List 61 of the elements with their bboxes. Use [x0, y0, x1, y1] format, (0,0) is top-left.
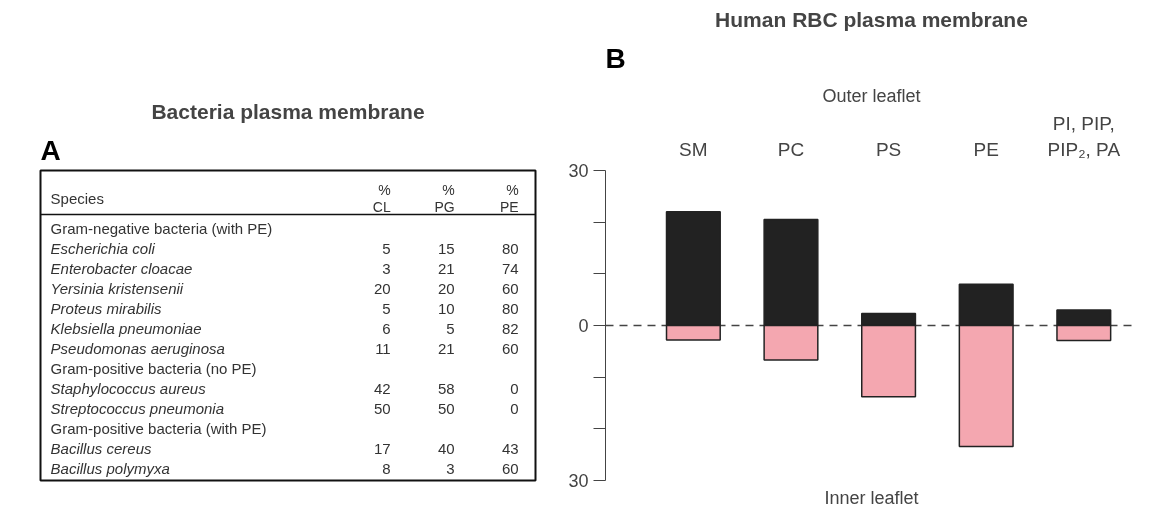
x-tick-label: PS: [875, 138, 902, 160]
y-tick-label: Escherichia coli: [50, 240, 156, 257]
x-tick-label: PC: [777, 138, 805, 160]
x-tick-label: PE: [973, 138, 999, 160]
y-tick-label: Proteus mirabilis: [50, 300, 162, 317]
data-label: 60: [501, 459, 519, 477]
data-label: 3: [446, 459, 455, 477]
data-label: 6: [382, 319, 391, 337]
x-tick-label: % PG: [434, 181, 455, 216]
data-label: 80: [501, 299, 519, 317]
text: A: [40, 134, 61, 166]
data-label: 0: [510, 399, 519, 417]
y-tick-label: Pseudomonas aeruginosa: [50, 340, 225, 357]
x-tick-label: SM: [679, 138, 708, 160]
data-label: 60: [501, 339, 519, 357]
y-tick-label: Staphylococcus aureus: [50, 380, 207, 397]
y-tick-label: Klebsiella pneumoniae: [50, 320, 202, 337]
data-label: 8: [382, 459, 391, 477]
data-label: 43: [501, 439, 519, 457]
y-tick-label: Gram-positive bacteria (no PE): [50, 360, 257, 377]
y-tick-label: Yersinia kristensenii: [50, 280, 184, 297]
text: B: [605, 42, 626, 74]
data-label: 42: [374, 379, 391, 397]
x-tick-label: PI, PIP, PIP₂, PA: [1047, 113, 1121, 160]
data-label: 58: [438, 379, 455, 397]
data-label: 50: [438, 399, 455, 417]
y-tick-label: 0: [578, 316, 589, 336]
y-tick-label: Enterobacter cloacae: [50, 260, 193, 277]
y-tick-label: 30: [568, 471, 589, 491]
y-tick-label: Gram-positive bacteria (with PE): [50, 420, 267, 437]
data-label: 10: [438, 299, 455, 317]
data-label: 17: [374, 439, 391, 457]
x-tick-label: % CL: [372, 181, 391, 216]
y-tick-label: Bacillus cereus: [50, 440, 152, 457]
data-label: 74: [501, 259, 519, 277]
text: Inner leaflet: [824, 487, 919, 508]
data-label: 5: [382, 239, 391, 257]
data-label: 80: [501, 239, 519, 257]
data-label: 0: [510, 379, 519, 397]
data-label: 20: [374, 279, 391, 297]
data-label: 15: [438, 239, 455, 257]
data-label: 82: [501, 319, 519, 337]
y-tick-label: Gram-negative bacteria (with PE): [50, 220, 273, 237]
data-label: 11: [375, 339, 391, 357]
data-label: 50: [374, 399, 391, 417]
data-label: 40: [438, 439, 455, 457]
chart-title: Bacteria plasma membrane: [151, 99, 425, 123]
data-label: 20: [438, 279, 455, 297]
data-label: 5: [382, 299, 391, 317]
text: Outer leaflet: [822, 85, 921, 106]
x-tick-label: % PE: [499, 181, 519, 216]
data-label: 5: [446, 319, 455, 337]
y-tick-label: Bacillus polymyxa: [50, 460, 170, 477]
data-label: 60: [501, 279, 519, 297]
chart-title: Human RBC plasma membrane: [715, 7, 1028, 31]
data-label: 21: [438, 339, 455, 357]
data-label: 3: [382, 259, 391, 277]
y-tick-label: Streptococcus pneumonia: [50, 400, 225, 417]
data-label: 21: [438, 259, 455, 277]
y-axis-title: Species: [50, 190, 104, 207]
y-tick-label: 30: [568, 161, 589, 181]
